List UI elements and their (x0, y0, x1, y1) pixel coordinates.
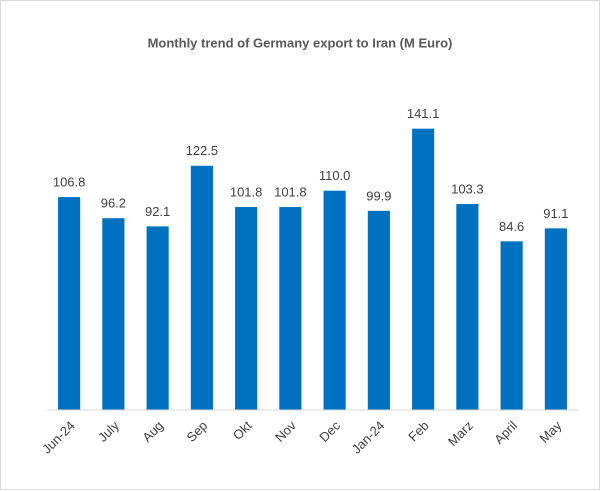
bar (235, 207, 258, 410)
bar (102, 218, 125, 410)
data-label: 141.1 (407, 106, 440, 121)
data-label: 84.6 (499, 219, 524, 234)
data-label: 96.2 (101, 196, 126, 211)
bar (146, 226, 169, 410)
data-label: 91.1 (543, 206, 568, 221)
bar (190, 165, 213, 410)
bar (367, 210, 390, 410)
bar (323, 190, 346, 410)
data-label: 110.0 (319, 168, 351, 183)
bar (456, 204, 479, 410)
data-label: 99.9 (366, 188, 391, 203)
data-label: 101.8 (230, 184, 263, 199)
bar (500, 241, 523, 410)
data-label: 122.5 (186, 143, 219, 158)
data-label: 103.3 (451, 181, 484, 196)
data-label: 101.8 (274, 184, 307, 199)
bar (412, 128, 435, 410)
chart-title: Monthly trend of Germany export to Iran … (148, 35, 453, 50)
data-label: 106.8 (53, 175, 86, 190)
bar (58, 197, 81, 410)
bar (544, 228, 567, 410)
bar (279, 207, 302, 410)
data-label: 92.1 (145, 204, 170, 219)
